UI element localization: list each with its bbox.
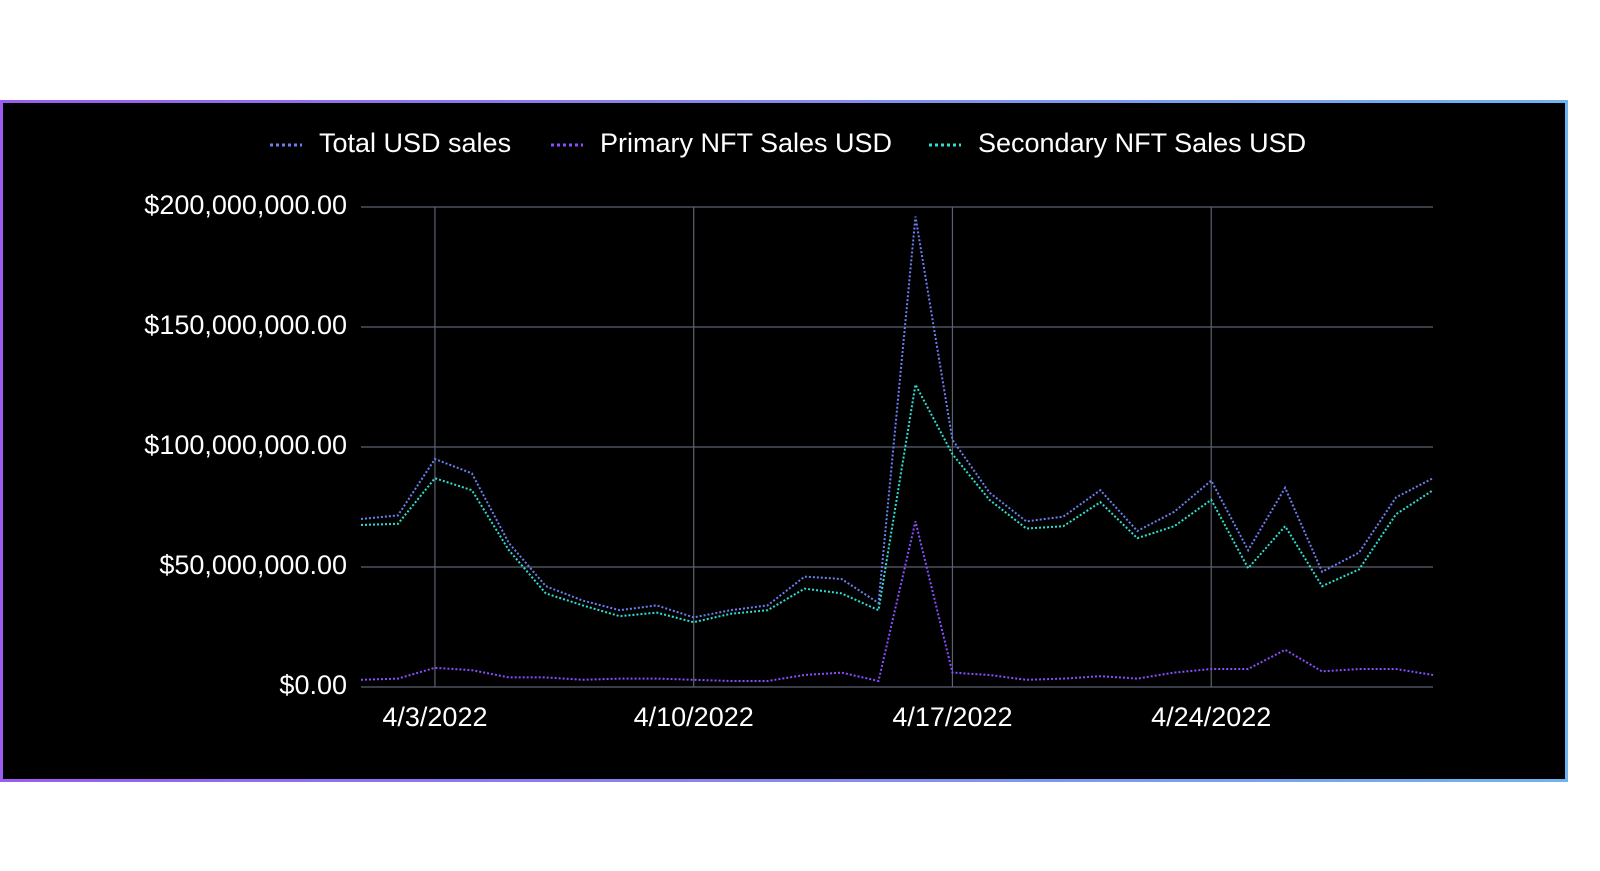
y-tick-label: $50,000,000.00	[159, 550, 347, 580]
series-line	[360, 521, 1434, 683]
panel	[0, 100, 1568, 782]
y-tick-label: $150,000,000.00	[144, 310, 347, 340]
series-line	[360, 381, 1434, 624]
y-tick-label: $200,000,000.00	[144, 190, 347, 220]
x-tick-label: 4/3/2022	[382, 702, 487, 732]
x-tick-label: 4/24/2022	[1151, 702, 1271, 732]
y-tick-label: $0.00	[279, 670, 347, 700]
series-line	[360, 216, 1434, 619]
legend-label: Primary NFT Sales USD	[600, 128, 892, 158]
legend-label: Total USD sales	[319, 128, 511, 158]
legend-label: Secondary NFT Sales USD	[978, 128, 1306, 158]
x-tick-label: 4/17/2022	[892, 702, 1012, 732]
y-tick-label: $100,000,000.00	[144, 430, 347, 460]
x-tick-label: 4/10/2022	[634, 702, 754, 732]
